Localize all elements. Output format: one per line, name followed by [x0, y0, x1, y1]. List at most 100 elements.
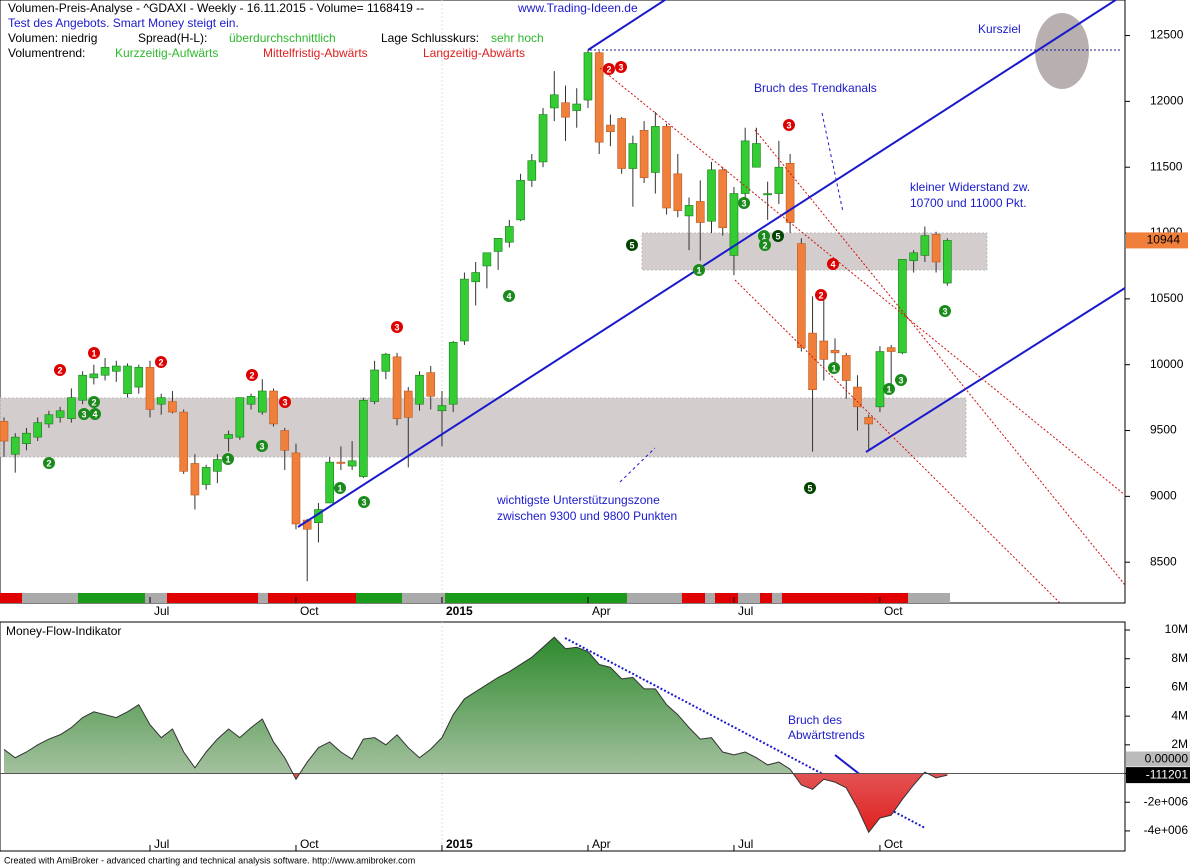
- subtitle: Test des Angebots. Smart Money steigt ei…: [8, 16, 239, 30]
- candle-body: [651, 126, 660, 173]
- signal-label: 2: [606, 64, 611, 74]
- signal: [88, 347, 100, 359]
- candle-body: [269, 390, 278, 425]
- x-tick-label: Apr: [592, 837, 611, 851]
- trend-strip: [772, 593, 782, 603]
- trend-strip: [738, 593, 760, 603]
- candles: [0, 50, 952, 603]
- signal: [828, 362, 840, 374]
- candle-body: [78, 374, 87, 401]
- candle-body: [134, 367, 144, 388]
- signal-label: 1: [831, 363, 836, 373]
- signal-label: 3: [259, 441, 264, 451]
- signal: [626, 239, 638, 251]
- trend-strip: [445, 593, 627, 603]
- candle-body: [257, 390, 267, 413]
- candle-body: [156, 397, 166, 405]
- x-tick-label: Jul: [154, 604, 169, 618]
- candle-body: [841, 355, 851, 381]
- candle-body: [752, 143, 761, 168]
- zero-label-box: [1126, 751, 1190, 767]
- candle-body: [33, 422, 42, 438]
- signal-label: 2: [762, 240, 767, 250]
- annotation: Kursziel: [978, 22, 1021, 36]
- signal-label: 2: [818, 290, 823, 300]
- candle-body: [224, 434, 233, 439]
- candle-body: [594, 52, 604, 143]
- status: sehr hoch: [491, 31, 544, 45]
- last-price-box: [1126, 232, 1188, 249]
- signal: [738, 197, 750, 209]
- x-tick-label: Oct: [884, 604, 903, 618]
- candle-body: [864, 417, 874, 425]
- candle-body: [336, 461, 346, 464]
- signal: [391, 321, 403, 333]
- candle-body: [909, 252, 918, 261]
- signal: [939, 305, 951, 317]
- signal-label: 2: [91, 397, 96, 407]
- signal-label: 2: [158, 357, 163, 367]
- x-tick-label: Jul: [738, 837, 753, 851]
- link: www.Trading-Ideen.de: [517, 1, 638, 15]
- candle-body: [100, 367, 110, 376]
- candle-body: [325, 461, 334, 504]
- candle-body: [763, 193, 772, 196]
- mf-pane: [0, 621, 1126, 852]
- signal-label: 3: [394, 322, 399, 332]
- candle-body: [617, 118, 626, 169]
- x-tick-label: 2015: [446, 604, 473, 618]
- signal-label: 1: [337, 483, 342, 493]
- signal-label: 1: [696, 265, 701, 275]
- candle-body: [235, 397, 245, 438]
- status: Spread(H-L):: [138, 31, 207, 45]
- y-tick-label: 8M: [1171, 651, 1188, 665]
- trend-lines: [297, 0, 1126, 829]
- candle-body: [538, 114, 548, 163]
- signal: [88, 396, 100, 408]
- trend-strip: [0, 593, 22, 603]
- candle-body: [662, 126, 671, 209]
- signal-label: 3: [942, 306, 947, 316]
- annotation: wichtigste Unterstützungszone: [496, 493, 660, 507]
- signal: [693, 264, 705, 276]
- trend-strip: [682, 593, 705, 603]
- signal: [758, 230, 770, 242]
- candle-body: [729, 193, 739, 256]
- trend-strip: [356, 593, 402, 603]
- channel-line: [754, 129, 1126, 586]
- signal-label: 4: [506, 291, 511, 301]
- candle-body: [808, 332, 817, 391]
- candle-body: [505, 226, 514, 243]
- candle-body: [22, 432, 31, 444]
- candle-body: [606, 124, 615, 132]
- target-ellipse: [1035, 13, 1089, 89]
- candle-body: [370, 369, 379, 402]
- trend-strip: [268, 593, 356, 603]
- candle-body: [280, 430, 290, 451]
- annotation: 10700 und 11000 Pkt.: [910, 196, 1027, 210]
- signal: [503, 290, 515, 302]
- candle-body: [482, 252, 492, 267]
- y-tick-label: 10500: [1150, 291, 1184, 305]
- signal: [279, 396, 291, 408]
- signal: [89, 408, 101, 420]
- x-tick-label: Jul: [154, 837, 169, 851]
- signal: [78, 408, 90, 420]
- candle-body: [145, 367, 155, 410]
- signal-label: 1: [91, 348, 96, 358]
- resistance-zone: [641, 232, 988, 271]
- mf-title: Money-Flow-Indikator: [6, 624, 121, 638]
- candle-body: [920, 235, 930, 256]
- annotation: kleiner Widerstand zw.: [910, 180, 1030, 194]
- trend-line: [297, 0, 1118, 528]
- last-mf: -111201: [1146, 767, 1189, 781]
- chart-title: Volumen-Preis-Analyse - ^GDAXI - Weekly …: [8, 1, 424, 15]
- trend-strip: [258, 593, 268, 603]
- channel-line: [599, 67, 1126, 496]
- signal: [772, 230, 784, 242]
- candle-body: [561, 102, 570, 118]
- signal-label: 3: [282, 397, 287, 407]
- candle-body: [853, 386, 862, 408]
- pointer: [619, 447, 656, 483]
